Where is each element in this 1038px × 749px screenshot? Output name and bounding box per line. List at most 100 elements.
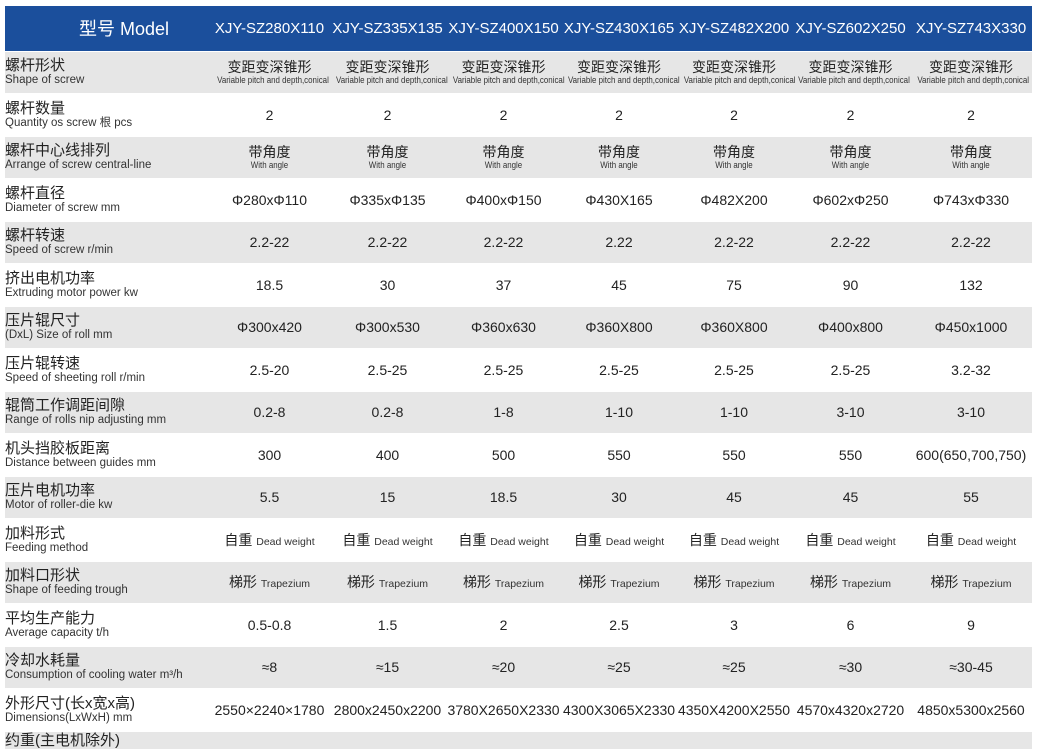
value-cell: 2.5-25: [367, 361, 408, 378]
value-cell: 300: [257, 446, 282, 463]
parameter-name-cn: 压片电机功率: [5, 482, 96, 500]
value-cell: 2: [730, 106, 738, 123]
value-cell: 自重 Dead weight: [210, 519, 329, 562]
value-cell: 9: [967, 616, 975, 633]
spec-table: 型号 Model XJY-SZ280X110 XJY-SZ335X135 XJY-S…: [5, 6, 1032, 749]
value-cell: Φ280xΦ110: [231, 191, 308, 208]
value-cn: 带角度: [713, 143, 755, 160]
parameter-name-cn: 机头挡胶板距离: [5, 439, 111, 457]
value-cn: 自重: [342, 531, 371, 548]
value-cell: ≈30: [838, 659, 863, 676]
value-en: Trapezium: [610, 578, 660, 591]
parameter-name-cn: 约重(主电机除外): [5, 731, 120, 749]
value-cn: 梯形: [809, 574, 838, 591]
spec-row: 冷却水耗量 Consumption of cooling water m³/h ≈8…: [5, 646, 1032, 689]
value-cell: ≈25: [607, 659, 631, 676]
value-cell: 2.22: [605, 234, 633, 251]
value-cn: 带角度: [598, 143, 640, 160]
parameter-cell: 压片辊尺寸 (DxL) Size of roll mm: [5, 306, 210, 349]
value-cn: 带角度: [482, 143, 525, 160]
value-cn: 梯形: [346, 574, 375, 591]
value-cn: 变距变深锥形: [929, 58, 1013, 75]
parameter-name-en: Feeding method: [5, 541, 89, 554]
parameter-name-en: Shape of feeding trough: [5, 584, 128, 597]
value-cn: 自重: [688, 531, 717, 548]
value-cell: 变距变深锥形 Variable pitch and depth,conical: [446, 51, 565, 94]
value-cell: 2: [383, 106, 392, 123]
value-en: Variable pitch and depth,conical: [683, 74, 796, 85]
parameter-name-en: Diameter of screw mm: [5, 201, 121, 214]
value-cell: Φ400x800: [818, 319, 883, 336]
value-cell: 4350X4200X2550: [677, 701, 791, 718]
value-cell: 1-8: [493, 404, 514, 421]
value-cell: 2.5-25: [830, 361, 871, 378]
value-cell: 1-10: [719, 404, 749, 421]
value-cell: Φ430X165: [585, 191, 653, 208]
value-en: Trapezium: [962, 578, 1012, 591]
value-cn: 变距变深锥形: [692, 58, 776, 75]
value-cell: 2.5-25: [714, 361, 754, 378]
parameter-name-cn: 挤出电机功率: [5, 269, 96, 287]
value-cell: 550: [607, 446, 631, 463]
spec-row: 压片辊转速 Speed of sheeting roll r/min 2.5-20 2…: [5, 348, 1032, 391]
spec-row: 机头挡胶板距离 Distance between guides mm 300 400 5…: [5, 433, 1032, 476]
value-cell: Φ482X200: [700, 191, 768, 208]
value-cell: Φ450x1000: [934, 319, 1008, 336]
spec-row: 辊筒工作调距间隙 Range of rolls nip adjusting mm 0…: [5, 391, 1032, 434]
value-cell: Φ300x420: [237, 319, 302, 336]
value-cn: 梯形: [693, 574, 722, 591]
value-cell: 500: [491, 446, 516, 463]
value-cell: 0.2-8: [253, 404, 286, 421]
value-cell: 400: [375, 446, 400, 463]
parameter-name-cn: 加料口形状: [5, 567, 81, 585]
value-cell: 梯形 Trapezium: [561, 561, 677, 604]
parameter-cell: 螺杆直径 Diameter of screw mm: [5, 179, 210, 222]
value-cell: 5.5: [259, 489, 280, 506]
spec-row: 加料口形状 Shape of feeding trough 梯形 Trapezium…: [5, 561, 1032, 604]
parameter-name-cn: 平均生产能力: [5, 609, 96, 627]
parameter-cell: 加料形式 Feeding method: [5, 519, 210, 562]
value-cell: 0.5-0.8: [247, 616, 292, 633]
value-cell: 带角度 With angle: [910, 136, 1032, 179]
value-cell: 自重 Dead weight: [446, 519, 561, 562]
value-cell: 2.2-22: [951, 234, 991, 251]
spec-row: 压片电机功率 Motor of roller-die kw 5.5 15 18.5 30 4…: [5, 476, 1032, 519]
value-cell: 2: [967, 106, 975, 123]
value-cn: 自重: [458, 531, 487, 548]
parameter-name-cn: 螺杆中心线排列: [5, 142, 111, 160]
value-cn: 自重: [925, 531, 954, 548]
spec-row: 螺杆形状 Shape of screw 变距变深锥形 Variable pitch a…: [5, 51, 1032, 94]
model-header-6: XJY-SZ602X250: [795, 19, 906, 37]
spec-row: 约重(主电机除外): [5, 731, 1032, 749]
value-cell: Φ400xΦ150: [465, 191, 542, 208]
value-cell: 2.2-22: [249, 234, 290, 251]
value-cn: 自重: [805, 531, 834, 548]
value-cell: 0.2-8: [371, 404, 404, 421]
parameter-name-en: Consumption of cooling water m³/h: [5, 669, 183, 682]
parameter-cell: 螺杆中心线排列 Arrange of screw central-line: [5, 136, 210, 179]
spec-row: 螺杆直径 Diameter of screw mm Φ280xΦ110 Φ335xΦ1…: [5, 178, 1032, 222]
parameter-cell: 平均生产能力 Average capacity t/h: [5, 604, 210, 647]
value-en: With angle: [831, 159, 870, 170]
value-cn: 自重: [573, 531, 602, 548]
value-cn: 梯形: [578, 574, 607, 591]
value-cell: 自重 Dead weight: [561, 519, 677, 562]
value-cell: Φ360x630: [471, 319, 536, 336]
value-cell: 梯形 Trapezium: [329, 561, 446, 604]
value-cell: 4850x5300x2560: [917, 701, 1025, 718]
value-en: With angle: [250, 159, 289, 170]
value-cell: 2.2-22: [714, 234, 754, 251]
header-row: 型号 Model XJY-SZ280X110 XJY-SZ335X135 XJY-S…: [5, 6, 1032, 51]
value-cell: [561, 731, 677, 749]
value-cell: 15: [379, 489, 396, 506]
value-cell: 变距变深锥形 Variable pitch and depth,conical: [210, 51, 329, 94]
value-cell: Φ300x530: [355, 319, 420, 336]
value-cell: 2: [265, 106, 274, 123]
value-cell: 带角度 With angle: [561, 136, 677, 179]
value-cn: 变距变深锥形: [461, 58, 546, 75]
parameter-name-cn: 螺杆数量: [5, 99, 66, 117]
value-cell: 带角度 With angle: [446, 136, 561, 179]
value-en: Dead weight: [490, 535, 549, 548]
value-cell: Φ360X800: [700, 319, 768, 336]
value-en: Trapezium: [841, 578, 892, 591]
